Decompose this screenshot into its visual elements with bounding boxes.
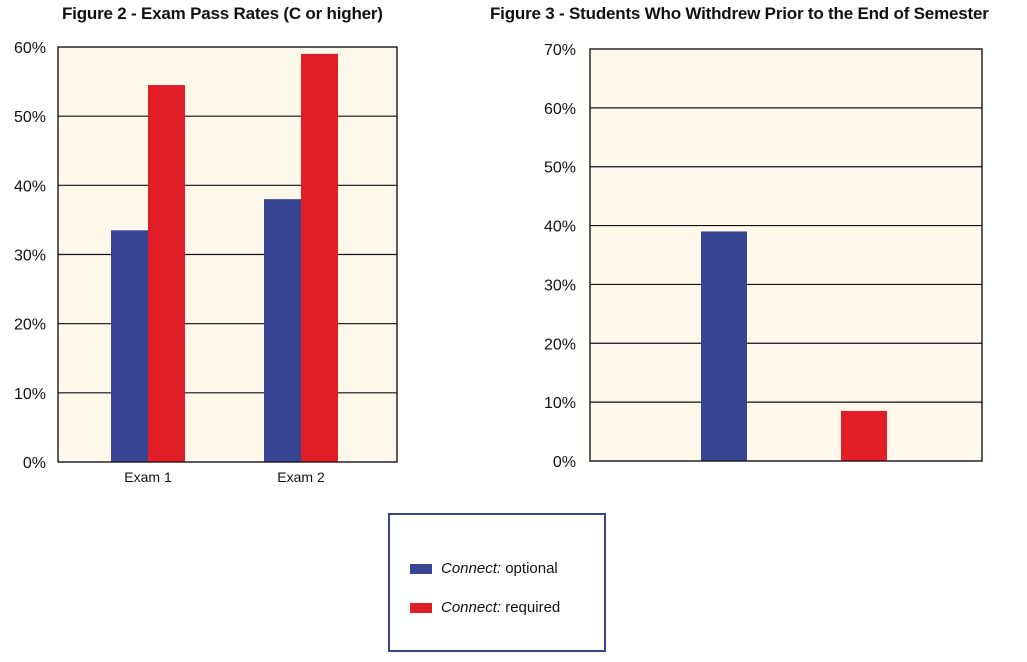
figure-2-title: Figure 2 - Exam Pass Rates (C or higher) [62,4,383,23]
fig3-y-tick-label: 10% [544,395,576,412]
fig2-y-tick-label: 30% [14,248,46,265]
fig2-y-tick-label: 60% [14,40,46,57]
fig2-y-tick-label: 40% [14,178,46,195]
fig3-y-tick-label: 60% [544,101,576,118]
legend-swatch-optional [410,563,432,574]
fig2-bar-optional [111,230,148,462]
fig3-bar-required [841,410,887,461]
legend-label-required: Connect: required [441,599,561,616]
fig2-y-tick-label: 0% [23,455,46,472]
fig3-y-tick-label: 70% [544,42,576,59]
fig2-category-label: Exam 2 [277,469,325,485]
fig3-y-tick-label: 40% [544,219,576,236]
fig2-bar-required [148,85,185,463]
fig2-y-tick-label: 20% [14,317,46,334]
fig2-category-label: Exam 1 [124,469,172,485]
legend: Connect: optional Connect: required [388,513,606,652]
fig3-plot-area [589,48,983,462]
figure-3-title: Figure 3 - Students Who Withdrew Prior t… [490,4,989,23]
legend-swatch-required [410,602,432,613]
fig2-plot-frame [57,46,398,463]
legend-label-optional: Connect: optional [441,560,558,577]
fig2-y-tick-label: 10% [14,386,46,403]
fig2-bar-optional [264,199,301,462]
legend-item-required: Connect: required [410,599,560,616]
fig3-y-tick-label: 20% [544,336,576,353]
fig3-y-tick-label: 50% [544,160,576,177]
fig3-plot-frame [589,48,983,462]
fig3-bar-optional [701,231,747,461]
fig3-y-tick-label: 0% [553,454,576,471]
fig2-y-tick-label: 50% [14,109,46,126]
fig2-bar-required [301,53,338,463]
legend-item-optional: Connect: optional [410,560,558,577]
fig3-y-tick-label: 30% [544,277,576,294]
